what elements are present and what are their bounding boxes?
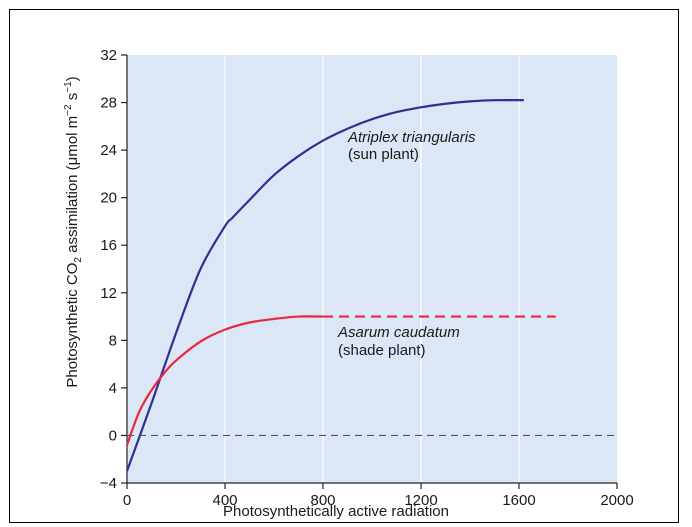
sun-plant-curve — [125, 98, 524, 472]
y-tick-label: 16 — [100, 237, 117, 254]
y-tick-label: 20 — [100, 190, 117, 207]
x-tick-label: 400 — [212, 492, 237, 509]
y-tick-label: 32 — [100, 47, 117, 64]
x-axis-title: Photosynthetically active radiation — [223, 503, 449, 520]
y-tick-label: 0 — [109, 427, 117, 444]
chart: −4 0 4 8 12 16 20 24 28 32 0 400 800 1200 1600 2000 Pho… — [63, 47, 634, 520]
shade-plant-label: Asarum caudatum — [337, 324, 460, 341]
sun-plant-note: (sun plant) — [348, 146, 419, 163]
y-tick-label: 8 — [109, 332, 117, 349]
y-tick-label: −4 — [100, 475, 117, 492]
y-axis-title: Photosynthetic CO2 assimilation (μmol m−… — [63, 76, 84, 387]
shade-plant-curve — [125, 315, 324, 446]
figure-frame: −4 0 4 8 12 16 20 24 28 32 0 400 800 1200 1600 2000 Pho… — [9, 9, 679, 523]
grid — [224, 55, 520, 483]
sun-plant-label: Atriplex triangularis — [347, 129, 476, 146]
plot-background — [127, 55, 617, 483]
x-tick-label: 2000 — [600, 492, 633, 509]
x-tick-label: 1600 — [502, 492, 535, 509]
y-tick-label: 28 — [100, 95, 117, 112]
y-tick-label: 4 — [109, 380, 117, 397]
x-tick-label: 1200 — [404, 492, 437, 509]
y-tick-label: 12 — [100, 285, 117, 302]
y-tick-label: 24 — [100, 142, 117, 159]
x-tick-label: 800 — [310, 492, 335, 509]
axes: −4 0 4 8 12 16 20 24 28 32 0 400 800 1200 1600 2000 — [100, 47, 634, 509]
shade-plant-note: (shade plant) — [338, 342, 426, 359]
x-tick-label: 0 — [123, 492, 131, 509]
series-layer — [125, 98, 556, 472]
